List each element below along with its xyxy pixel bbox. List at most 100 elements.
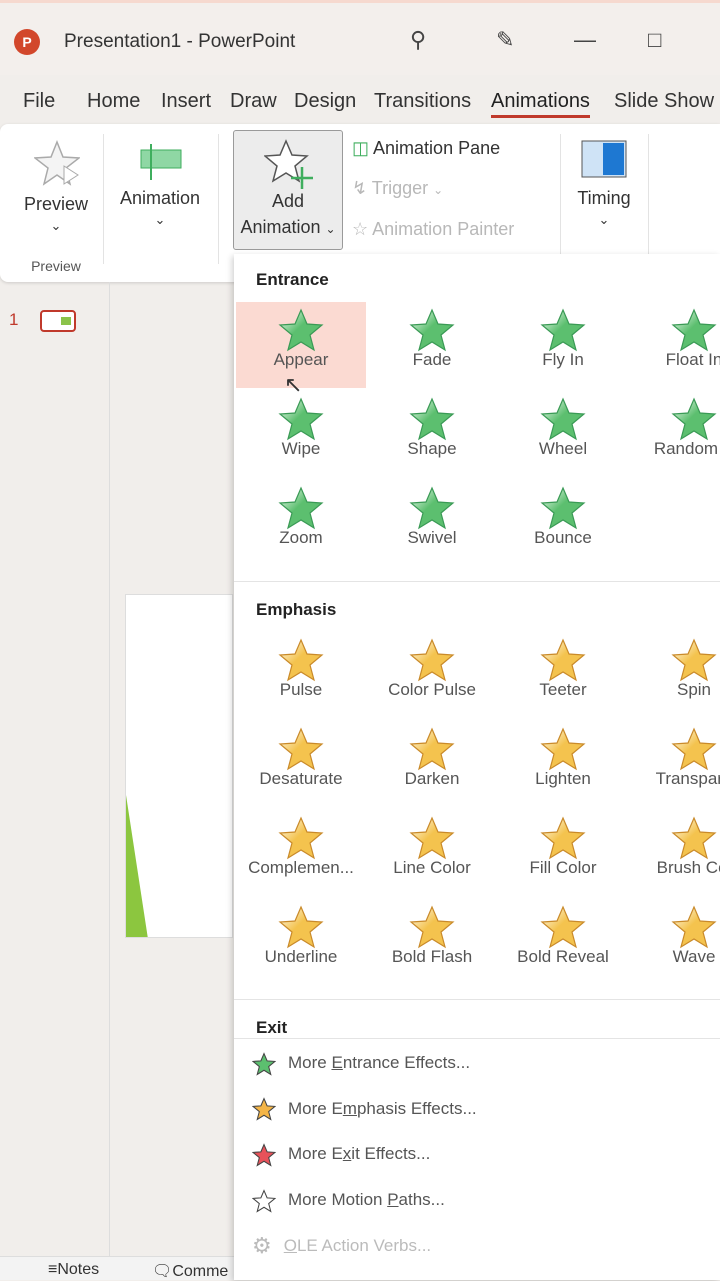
- menu-item-more-0[interactable]: More Entrance Effects...: [251, 1048, 471, 1078]
- comments-button[interactable]: 🗨Comme: [152, 1263, 229, 1280]
- emphasis-star-icon: [278, 905, 324, 949]
- menu-item-more-2[interactable]: More Exit Effects...: [251, 1139, 430, 1169]
- slide-thumbnail[interactable]: [40, 310, 76, 332]
- window-title: Presentation1 - PowerPoint: [64, 31, 296, 52]
- effect-complemen[interactable]: Complemen...: [236, 810, 366, 896]
- effect-line-color[interactable]: Line Color: [367, 810, 497, 896]
- tab-home[interactable]: Home: [87, 90, 141, 112]
- emphasis-star-icon: [540, 727, 586, 771]
- emphasis-star-icon: [671, 905, 717, 949]
- effect-darken[interactable]: Darken: [367, 721, 497, 807]
- emphasis-heading: Emphasis: [256, 600, 337, 619]
- menu-item-more-1[interactable]: More Emphasis Effects...: [251, 1094, 477, 1124]
- animation-label: Animation: [119, 188, 201, 208]
- entrance-star-icon: [278, 486, 324, 530]
- effect-transpare[interactable]: Transpare: [629, 721, 720, 807]
- effect-appear[interactable]: Appear: [236, 302, 366, 388]
- effect-label: Wheel: [538, 439, 588, 458]
- effect-fill-color[interactable]: Fill Color: [498, 810, 628, 896]
- preview-button[interactable]: Preview ⌄: [14, 132, 98, 242]
- effect-fade[interactable]: Fade: [367, 302, 497, 388]
- effect-label: Spin: [676, 680, 712, 699]
- effect-label: Bold Flash: [391, 947, 473, 966]
- effect-spin[interactable]: Spin: [629, 632, 720, 718]
- animation-text: Animation: [240, 217, 321, 237]
- effect-label: Fill Color: [529, 858, 597, 877]
- effect-wipe[interactable]: Wipe: [236, 391, 366, 477]
- entrance-star-icon: [409, 486, 455, 530]
- effect-teeter[interactable]: Teeter: [498, 632, 628, 718]
- entrance-star-icon: [671, 308, 717, 352]
- effect-float-in[interactable]: Float In: [629, 302, 720, 388]
- label-part: phasis Effects...: [356, 1098, 477, 1118]
- effect-wave[interactable]: Wave: [629, 899, 720, 985]
- effect-label: Complemen...: [248, 858, 354, 877]
- animation-painter-label: Animation Painter: [372, 219, 515, 239]
- effect-lighten[interactable]: Lighten: [498, 721, 628, 807]
- effect-desaturate[interactable]: Desaturate: [236, 721, 366, 807]
- effect-underline[interactable]: Underline: [236, 899, 366, 985]
- effect-bounce[interactable]: Bounce: [498, 480, 628, 566]
- effect-shape[interactable]: Shape: [367, 391, 497, 477]
- effect-label: Color Pulse: [388, 680, 476, 699]
- slide-green-shape: [126, 795, 148, 937]
- effect-label: Teeter: [539, 680, 587, 699]
- effect-bold-flash[interactable]: Bold Flash: [367, 899, 497, 985]
- animation-pane-icon: ◫: [352, 138, 370, 158]
- timing-icon: [581, 140, 627, 178]
- label-part: More E: [288, 1144, 343, 1164]
- tab-animations[interactable]: Animations: [491, 84, 590, 118]
- effect-brush-col[interactable]: Brush Col: [629, 810, 720, 896]
- effect-random-b[interactable]: Random B: [629, 391, 720, 477]
- menu-item-more-3[interactable]: More Motion Paths...: [251, 1185, 445, 1215]
- animation-painter-button[interactable]: ☆ Animation Painter: [352, 219, 514, 240]
- menu-item-more-4[interactable]: ⚙ OLE Action Verbs...: [252, 1231, 431, 1261]
- add-animation-label: Animation ⌄: [234, 217, 342, 238]
- slide-canvas[interactable]: [125, 594, 233, 938]
- effect-pulse[interactable]: Pulse: [236, 632, 366, 718]
- minimize-icon[interactable]: —: [574, 27, 596, 52]
- animation-pane-button[interactable]: ◫ Animation Pane: [352, 138, 500, 159]
- trigger-button[interactable]: ↯ Trigger ⌄: [352, 178, 443, 199]
- tab-transitions[interactable]: Transitions: [374, 90, 472, 112]
- effect-label: Random B: [653, 439, 720, 458]
- comments-label: Comme: [172, 1263, 229, 1280]
- emphasis-star-icon: [540, 905, 586, 949]
- title-bar: P Presentation1 - PowerPoint ⚲ ✎ — □: [0, 0, 720, 75]
- effect-color-pulse[interactable]: Color Pulse: [367, 632, 497, 718]
- timing-button[interactable]: Timing ⌄: [566, 132, 642, 242]
- label-part: ntrance Effects...: [342, 1053, 471, 1072]
- effect-label: Lighten: [535, 769, 591, 788]
- effect-zoom[interactable]: Zoom: [236, 480, 366, 566]
- effect-label: Brush Col: [656, 858, 720, 877]
- notes-button[interactable]: ≡Notes: [48, 1261, 100, 1278]
- more-effects-star-icon: [251, 1051, 277, 1076]
- tab-slide-show[interactable]: Slide Show: [614, 90, 715, 112]
- effect-swivel[interactable]: Swivel: [367, 480, 497, 566]
- more-effects-star-icon: [251, 1097, 277, 1121]
- entrance-star-icon: [540, 308, 586, 352]
- effect-wheel[interactable]: Wheel: [498, 391, 628, 477]
- slide-number: 1: [9, 310, 19, 329]
- emphasis-star-icon: [540, 638, 586, 682]
- effect-fly-in[interactable]: Fly In: [498, 302, 628, 388]
- tab-insert[interactable]: Insert: [161, 90, 212, 112]
- emphasis-star-icon: [409, 905, 455, 949]
- emphasis-star-icon: [671, 638, 717, 682]
- tab-file[interactable]: File: [23, 90, 56, 112]
- tab-draw[interactable]: Draw: [230, 90, 277, 112]
- chevron-down-icon: ⌄: [154, 212, 166, 227]
- more-effects-star-icon: [251, 1188, 277, 1213]
- animation-pane-label: Animation Pane: [373, 138, 501, 158]
- tab-design[interactable]: Design: [294, 90, 357, 112]
- maximize-icon[interactable]: □: [648, 27, 662, 52]
- emphasis-star-icon: [278, 638, 324, 682]
- effect-bold-reveal[interactable]: Bold Reveal: [498, 899, 628, 985]
- animation-styles-button[interactable]: Animation ⌄: [110, 132, 210, 242]
- search-icon[interactable]: ⚲: [410, 27, 427, 52]
- effect-label: Desaturate: [259, 769, 343, 788]
- notes-label: Notes: [57, 1261, 100, 1278]
- add-animation-button[interactable]: Add Animation ⌄: [233, 130, 343, 250]
- effect-label: Zoom: [279, 528, 323, 547]
- designer-icon[interactable]: ✎: [496, 27, 515, 52]
